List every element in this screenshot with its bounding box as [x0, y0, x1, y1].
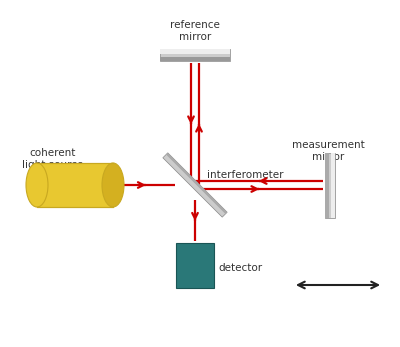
Ellipse shape [102, 163, 124, 207]
Text: reference
mirror: reference mirror [170, 20, 220, 42]
Text: detector: detector [218, 263, 262, 273]
Text: measurement
mirror: measurement mirror [292, 140, 364, 162]
Bar [160, 57, 230, 61]
Text: interferometer: interferometer [207, 170, 284, 180]
Bar [160, 49, 230, 54]
Polygon shape [163, 153, 227, 217]
Ellipse shape [26, 163, 48, 207]
Bar [160, 49, 230, 61]
Polygon shape [166, 153, 227, 214]
Bar [37, 163, 113, 207]
Text: coherent
light source: coherent light source [22, 148, 84, 170]
Bar [325, 153, 328, 218]
Bar [331, 153, 335, 218]
Bar [325, 153, 335, 218]
Bar [176, 243, 214, 288]
